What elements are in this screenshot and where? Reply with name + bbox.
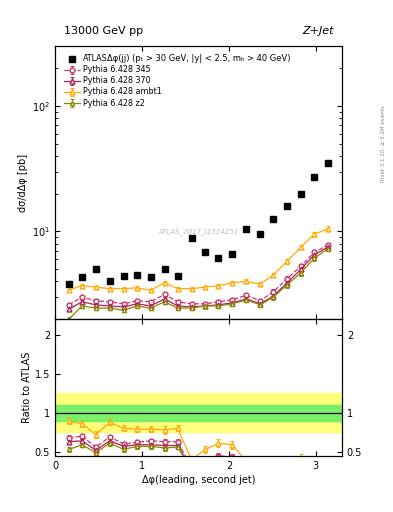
Legend: ATLAS, Pythia 6.428 345, Pythia 6.428 370, Pythia 6.428 ambt1, Pythia 6.428 z2: ATLAS, Pythia 6.428 345, Pythia 6.428 37… (62, 53, 163, 109)
ATLAS (244, 226, 249, 232)
Line: ATLAS: ATLAS (66, 160, 331, 287)
Y-axis label: Ratio to ATLAS: Ratio to ATLAS (22, 352, 32, 423)
Y-axis label: dσ/dΔφ [pb]: dσ/dΔφ [pb] (18, 154, 28, 211)
ATLAS (299, 190, 303, 197)
ATLAS (134, 272, 139, 278)
ATLAS (175, 273, 180, 279)
ATLAS (285, 203, 290, 209)
ATLAS (148, 274, 153, 281)
Text: Z+Jet: Z+Jet (302, 26, 333, 36)
ATLAS (189, 236, 194, 242)
Text: Δφ(jj) (pₜ > 30 GeV, |y| < 2.5, mₕ > 40 GeV): Δφ(jj) (pₜ > 30 GeV, |y| < 2.5, mₕ > 40 … (107, 54, 290, 63)
Bar (55, 393, 342, 432)
X-axis label: Δφ(leading, second jet): Δφ(leading, second jet) (142, 475, 255, 485)
ATLAS (203, 249, 208, 255)
Text: 13000 GeV pp: 13000 GeV pp (64, 26, 143, 36)
ATLAS (80, 274, 84, 281)
Text: Rivet 3.1.10, ≥ 3.2M events: Rivet 3.1.10, ≥ 3.2M events (381, 105, 386, 182)
ATLAS (258, 231, 263, 237)
ATLAS (94, 266, 98, 272)
ATLAS (107, 279, 112, 285)
ATLAS (216, 255, 221, 262)
ATLAS (66, 281, 71, 287)
ATLAS (121, 273, 126, 279)
Text: ATLAS_2017_I1514251: ATLAS_2017_I1514251 (158, 228, 239, 235)
ATLAS (271, 216, 275, 222)
Bar (55, 405, 342, 420)
ATLAS (162, 266, 167, 272)
ATLAS (326, 160, 331, 166)
ATLAS (230, 251, 235, 257)
ATLAS (312, 174, 316, 180)
